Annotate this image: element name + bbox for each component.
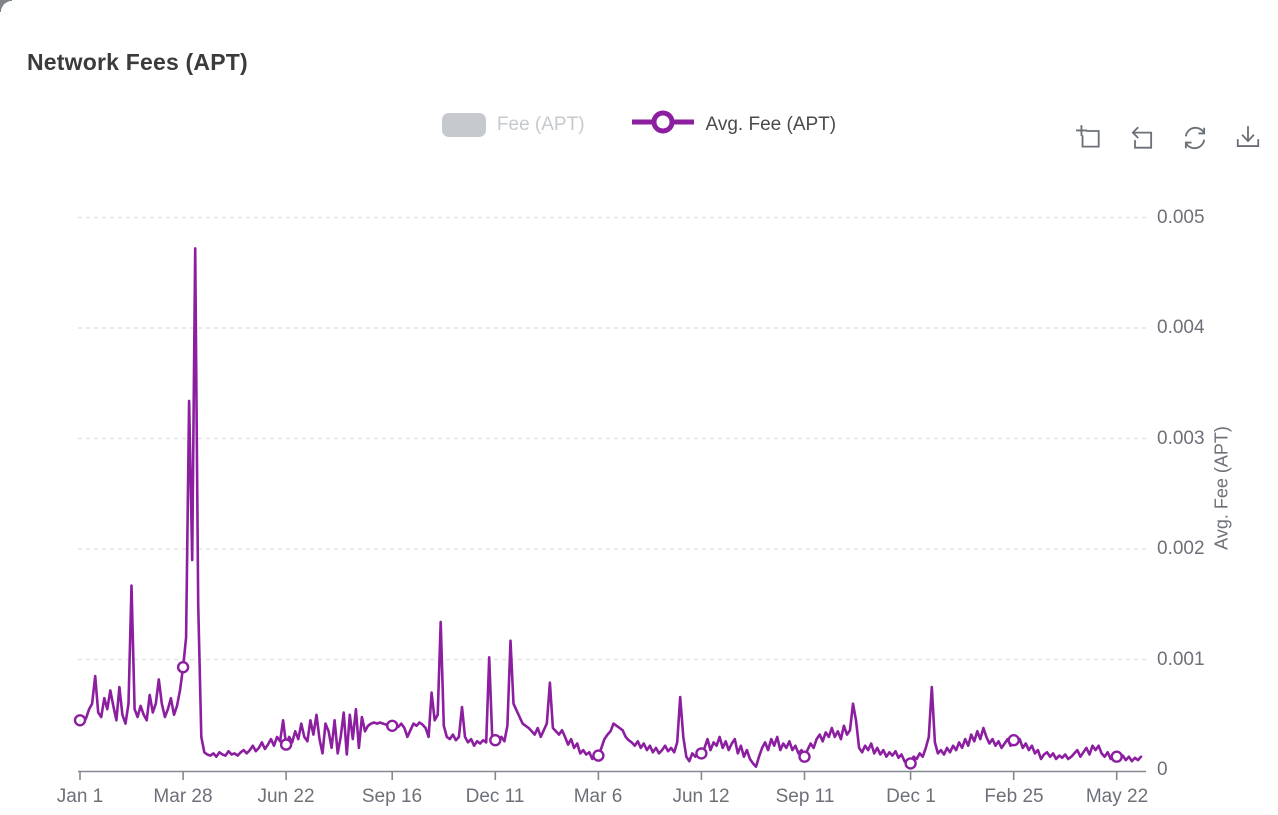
y-tick-label: 0.003	[1157, 428, 1205, 449]
x-tick-label: Mar 28	[153, 786, 213, 807]
x-tick-label: Mar 6	[573, 786, 623, 807]
zoom-reset-icon[interactable]	[1128, 124, 1156, 152]
x-tick-label: Sep 11	[775, 786, 835, 807]
x-tick-label: Feb 25	[984, 786, 1044, 807]
x-tick-label: Jun 12	[672, 786, 730, 807]
data-point-marker	[1007, 734, 1020, 747]
y-tick-label: 0.002	[1157, 538, 1205, 559]
page-title: Network Fees (APT)	[27, 49, 248, 76]
data-point-marker	[695, 747, 708, 760]
legend-label-avg-fee: Avg. Fee (APT)	[705, 113, 837, 135]
data-point-marker	[386, 719, 399, 732]
data-point-marker	[1110, 750, 1123, 763]
window-corner-artifact	[0, 0, 12, 12]
legend-item-avg-fee[interactable]: Avg. Fee (APT)	[631, 109, 837, 140]
data-point-marker	[73, 714, 87, 727]
y-tick-label: 0.001	[1157, 649, 1205, 670]
chart-legend: Fee (APT) Avg. Fee (APT)	[0, 109, 1278, 140]
line-legend-marker-icon	[631, 109, 695, 140]
data-point-marker	[798, 750, 811, 763]
x-tick-label: May 22	[1085, 786, 1149, 807]
y-axis-title: Avg. Fee (APT)	[1211, 426, 1232, 550]
y-tick-label: 0.004	[1157, 317, 1205, 338]
chart-toolbox	[1075, 124, 1262, 152]
data-point-marker	[904, 757, 917, 770]
x-tick-label: Dec 1	[886, 786, 936, 807]
data-zoom-icon[interactable]	[1075, 124, 1103, 152]
y-tick-label: 0	[1157, 759, 1168, 780]
restore-refresh-icon[interactable]	[1181, 124, 1209, 152]
x-tick-label: Jun 22	[257, 786, 315, 807]
x-tick-label: Sep 16	[361, 786, 423, 807]
data-point-marker	[279, 738, 293, 751]
y-tick-label: 0.005	[1157, 207, 1205, 228]
download-image-icon[interactable]	[1234, 124, 1262, 152]
bar-legend-swatch-icon	[441, 112, 486, 137]
data-point-marker	[176, 661, 190, 674]
legend-item-fee[interactable]: Fee (APT)	[441, 112, 585, 137]
data-point-marker	[592, 749, 605, 762]
legend-label-fee: Fee (APT)	[496, 113, 585, 135]
avg-fee-line-series	[78, 247, 1143, 768]
x-tick-label: Jan 1	[56, 786, 104, 807]
data-point-marker	[489, 734, 502, 747]
x-tick-label: Dec 11	[465, 786, 525, 807]
